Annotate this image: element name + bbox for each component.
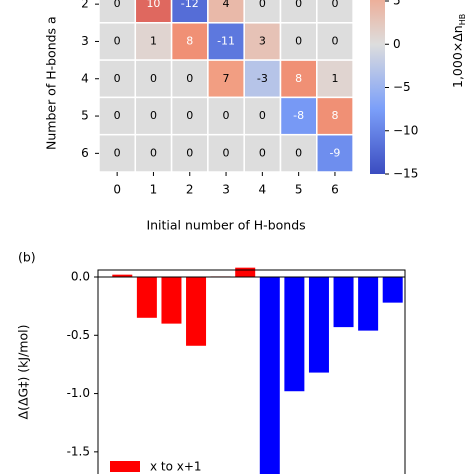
- x-tick-label: 0: [113, 183, 121, 197]
- axes-frame: [97, 269, 406, 474]
- x-tick-label: 2: [186, 183, 194, 197]
- cell-label: 0: [331, 34, 338, 47]
- x-tick-label: 1: [150, 183, 158, 197]
- heatmap-cell: [243, 133, 282, 173]
- cell-label: 8: [331, 109, 338, 122]
- cell-label: 8: [186, 34, 193, 47]
- cell-label: 4: [223, 0, 230, 10]
- x-tick-label: 6: [331, 183, 339, 197]
- cell-label: -12: [181, 0, 199, 10]
- cell-label: -8: [293, 109, 304, 122]
- y-tick-label: -0.5: [67, 328, 90, 342]
- y-tick-label: 0.0: [71, 269, 90, 283]
- bar: [284, 276, 305, 392]
- legend-swatch: [110, 461, 140, 472]
- cell-label: 0: [259, 0, 266, 10]
- y-axis-label: Number of H-bonds a: [44, 16, 59, 150]
- heatmap-cell: [134, 133, 173, 173]
- cell-label: 0: [114, 109, 121, 122]
- bar: [186, 276, 207, 346]
- heatmap-cell: [170, 22, 209, 61]
- legend-label: x to x+1: [150, 460, 202, 474]
- cell-label: 3: [259, 34, 266, 47]
- cell-label: -3: [257, 72, 268, 85]
- cell-label: 8: [295, 72, 302, 85]
- bar: [308, 276, 329, 373]
- cell-label: 0: [295, 34, 302, 47]
- heatmap-cell: [243, 59, 282, 99]
- bar: [112, 274, 133, 277]
- cell-label: 0: [114, 0, 121, 10]
- bar: [382, 276, 403, 303]
- cell-label: -9: [329, 146, 340, 159]
- cell-label: 0: [259, 146, 266, 159]
- heatmap-cell: [207, 96, 245, 136]
- heatmap-cell: [134, 22, 173, 61]
- colorbar: [370, 0, 385, 174]
- y-tick-label: 3: [81, 34, 89, 48]
- colorbar-tick-label: −5: [393, 80, 411, 94]
- colorbar-label-sub: HB: [458, 14, 467, 26]
- bar: [136, 276, 157, 318]
- colorbar-label-main: 1,000×Δn: [450, 25, 465, 88]
- cell-label: 0: [223, 146, 230, 159]
- bar: [259, 276, 280, 474]
- heatmap-cell: [243, 22, 282, 61]
- cell-label: 0: [259, 109, 266, 122]
- heatmap-cell: [279, 133, 318, 173]
- heatmap-cell: [316, 133, 354, 173]
- panel-label: (b): [18, 250, 36, 265]
- y-tick-label: 2: [81, 0, 89, 11]
- cell-label: 1: [150, 34, 157, 47]
- heatmap-cell: [134, 96, 173, 136]
- cell-label: 0: [186, 146, 193, 159]
- cell-label: 0: [186, 72, 193, 85]
- colorbar-tick-label: 0: [393, 37, 401, 51]
- y-tick-label: 4: [81, 71, 89, 85]
- colorbar-label: 1,000×ΔnHB: [450, 14, 468, 88]
- y-tick-label: 6: [81, 146, 89, 160]
- y-axis-label: Δ(ΔG‡) (kJ/mol): [16, 325, 31, 420]
- colorbar-tick-label: 5: [393, 0, 401, 8]
- colorbar-tick-label: −10: [393, 123, 418, 137]
- cell-label: 0: [150, 146, 157, 159]
- x-tick-label: 4: [259, 183, 267, 197]
- cell-label: 0: [114, 72, 121, 85]
- cell-label: 0: [150, 72, 157, 85]
- bar: [235, 267, 256, 277]
- cell-label: 0: [150, 109, 157, 122]
- heatmap-cell: [207, 22, 245, 61]
- cell-label: 1: [331, 72, 338, 85]
- bar: [333, 276, 354, 328]
- cell-label: 7: [223, 72, 230, 85]
- cell-label: 0: [114, 34, 121, 47]
- heatmap-cell: [98, 133, 137, 173]
- cell-label: -11: [217, 34, 235, 47]
- cell-label: 0: [295, 0, 302, 10]
- colorbar-tick-label: −15: [393, 167, 418, 181]
- y-tick-label: -1.0: [67, 386, 90, 400]
- cell-label: 0: [331, 0, 338, 10]
- bar: [161, 276, 182, 324]
- x-tick-label: 5: [295, 183, 303, 197]
- cell-label: 0: [223, 109, 230, 122]
- x-tick-label: 3: [222, 183, 230, 197]
- heatmap-cell: [279, 59, 318, 99]
- x-axis-label: Initial number of H-bonds: [146, 218, 305, 233]
- cell-label: 0: [295, 146, 302, 159]
- bar: [358, 276, 379, 331]
- heatmap-cell: [316, 22, 354, 61]
- y-tick-label: -1.5: [67, 444, 90, 458]
- cell-label: 0: [186, 109, 193, 122]
- cell-label: 10: [146, 0, 160, 10]
- cell-label: 0: [114, 146, 121, 159]
- y-tick-label: 5: [81, 109, 89, 123]
